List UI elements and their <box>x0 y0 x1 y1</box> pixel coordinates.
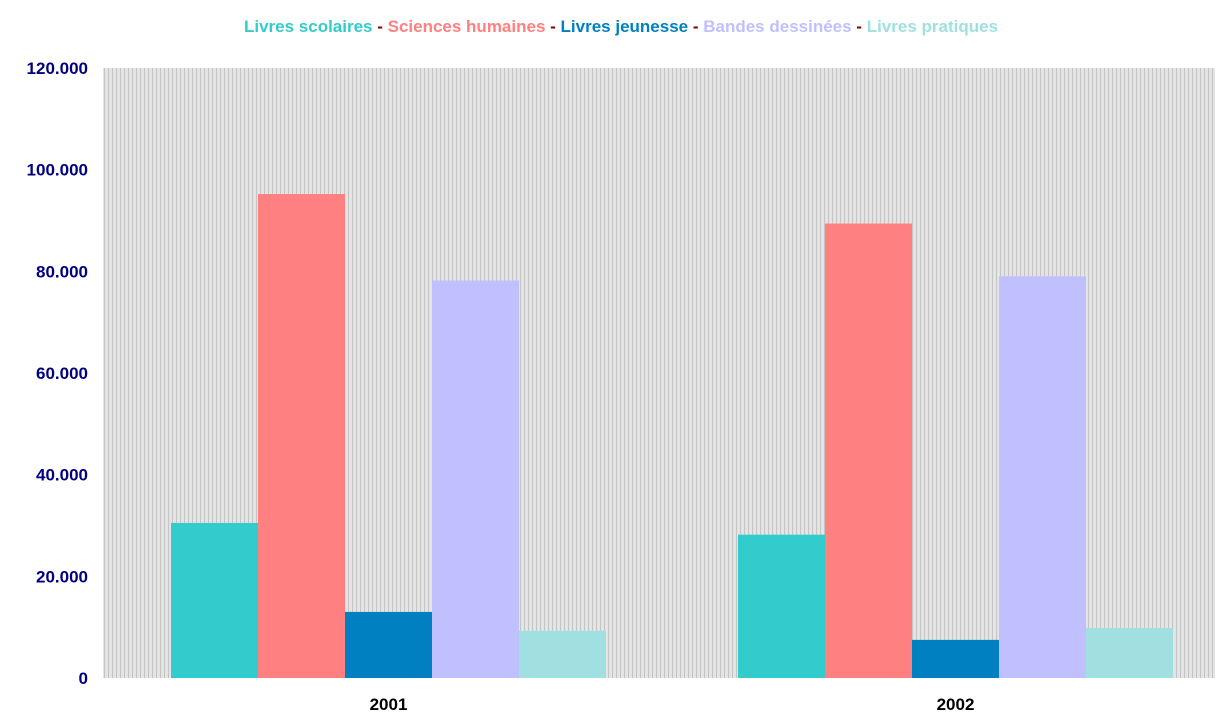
x-axis: 2001 2002 <box>370 695 975 714</box>
y-tick-label: 100.000 <box>27 161 88 180</box>
bar-2001-livres-scolaires <box>171 522 258 678</box>
bar-2001-sciences-humaines <box>258 194 345 679</box>
x-category-label: 2002 <box>937 695 975 714</box>
bar-2002-bandes-dessin-es <box>999 276 1086 678</box>
legend-entry-livres-jeunesse: Livres jeunesse <box>561 17 689 36</box>
bar-2002-livres-pratiques <box>1086 628 1173 678</box>
bar-2001-livres-pratiques <box>519 630 606 678</box>
bar-2002-livres-scolaires <box>738 534 825 678</box>
legend-separator: - <box>373 17 388 36</box>
legend-separator: - <box>688 17 703 36</box>
legend-entry-sciences-humaines: Sciences humaines <box>388 17 546 36</box>
bars-group <box>171 194 1173 679</box>
y-axis: 0 20.000 40.000 60.000 80.000 100.000 120.000 <box>27 59 88 688</box>
legend-separator: - <box>852 17 867 36</box>
legend-separator: - <box>545 17 560 36</box>
y-tick-label: 40.000 <box>36 466 88 485</box>
y-tick-label: 80.000 <box>36 262 88 281</box>
y-tick-label: 20.000 <box>36 567 88 586</box>
legend: Livres scolaires - Sciences humaines - L… <box>244 17 998 36</box>
y-tick-label: 0 <box>79 669 88 688</box>
bar-2001-livres-jeunesse <box>345 611 432 678</box>
legend-entry-bandes-dessin-es: Bandes dessinées <box>703 17 851 36</box>
bar-2002-livres-jeunesse <box>912 639 999 678</box>
y-tick-label: 60.000 <box>36 364 88 383</box>
x-category-label: 2001 <box>370 695 408 714</box>
bar-2001-bandes-dessin-es <box>432 280 519 678</box>
legend-entry-livres-pratiques: Livres pratiques <box>867 17 998 36</box>
bar-2002-sciences-humaines <box>825 223 912 679</box>
legend-entry-livres-scolaires: Livres scolaires <box>244 17 373 36</box>
y-tick-label: 120.000 <box>27 59 88 78</box>
